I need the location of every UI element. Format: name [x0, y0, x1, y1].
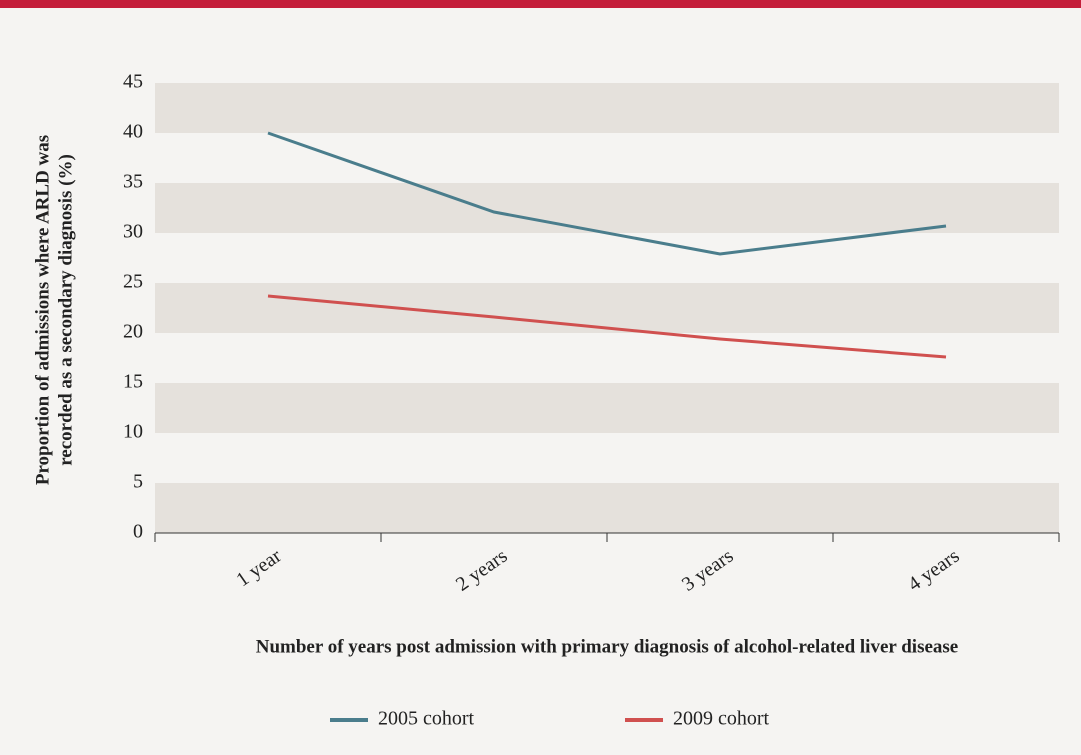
y-axis-title-line: Proportion of admissions where ARLD was — [32, 135, 53, 485]
y-axis-title-line: recorded as a secondary diagnosis (%) — [55, 154, 76, 466]
y-tick-label: 30 — [123, 221, 143, 243]
grid-band — [155, 283, 1059, 333]
y-tick-label: 5 — [133, 471, 143, 493]
grid-band — [155, 383, 1059, 433]
y-tick-label: 45 — [123, 71, 143, 93]
grid-band — [155, 183, 1059, 233]
x-tick-label: 3 years — [678, 545, 738, 596]
x-tick-label: 4 years — [904, 545, 964, 596]
x-tick-label: 2 years — [452, 545, 512, 596]
x-axis-title: Number of years post admission with prim… — [256, 636, 958, 657]
y-tick-label: 40 — [123, 121, 143, 143]
legend-label: 2009 cohort — [673, 708, 770, 730]
legend-label: 2005 cohort — [378, 708, 475, 730]
series-line — [267, 294, 947, 359]
series-line — [267, 131, 947, 256]
y-axis-title: Proportion of admissions where ARLD was … — [32, 135, 76, 485]
y-tick-label: 25 — [123, 271, 143, 293]
y-tick-label: 35 — [123, 171, 143, 193]
grid-band — [155, 483, 1059, 533]
grid-band — [155, 83, 1059, 133]
y-tick-label: 20 — [123, 321, 143, 343]
y-tick-label: 0 — [133, 521, 143, 543]
x-tick-label: 1 year — [232, 545, 285, 592]
y-tick-label: 15 — [123, 371, 143, 393]
y-tick-label: 10 — [123, 421, 143, 443]
top-bar — [0, 0, 1081, 8]
